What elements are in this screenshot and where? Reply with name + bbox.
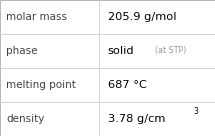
Text: molar mass: molar mass (6, 12, 68, 22)
Text: melting point: melting point (6, 80, 76, 90)
Text: 3.78 g/cm: 3.78 g/cm (108, 114, 165, 124)
Text: 205.9 g/mol: 205.9 g/mol (108, 12, 176, 22)
Text: phase: phase (6, 46, 38, 56)
Text: (at STP): (at STP) (155, 47, 186, 55)
Text: density: density (6, 114, 45, 124)
Text: 3: 3 (194, 107, 198, 116)
Text: solid: solid (108, 46, 134, 56)
Text: 687 °C: 687 °C (108, 80, 146, 90)
